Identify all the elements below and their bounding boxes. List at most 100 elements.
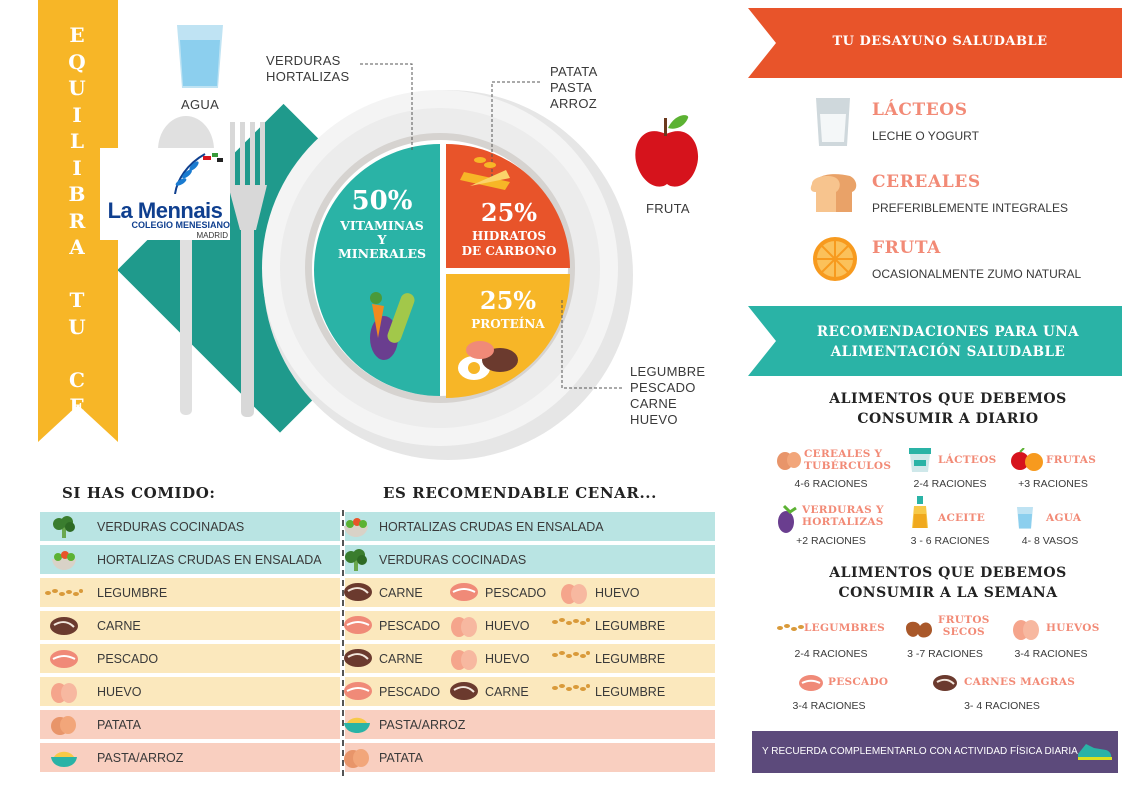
fish-icon <box>343 681 373 706</box>
row-text: PASTA/ARROZ <box>379 717 466 732</box>
food-name: SECOS <box>942 626 985 638</box>
banner-letter: C <box>69 367 85 392</box>
food-name: VERDURAS Y <box>802 504 884 516</box>
patata-label: PATATA PASTA ARROZ <box>550 64 598 111</box>
footer-text: Y RECUERDA COMPLEMENTARLO CON ACTIVIDAD … <box>762 746 1078 757</box>
food-raciones: 2-4 RACIONES <box>913 478 987 490</box>
school-logo <box>100 148 230 240</box>
table-row-left: LEGUMBRE <box>40 578 340 607</box>
banner-letter: E <box>69 394 85 418</box>
laurel-icon <box>174 153 223 194</box>
meat-icon <box>40 616 88 636</box>
food-name: PESCADO <box>828 676 889 688</box>
semana-item-legumbres: LEGUMBRES 2-4 RACIONES <box>776 616 896 664</box>
semana-item-pescado: PESCADO 3-4 RACIONES <box>793 670 908 718</box>
broccoli-icon <box>40 515 88 538</box>
banner-letter: U <box>68 314 86 339</box>
oil-bottle-icon <box>912 496 928 528</box>
vertical-ribbon <box>38 0 118 442</box>
agua-label: AGUA <box>181 97 220 112</box>
dinner-option: PASTA/ARROZ <box>344 710 466 739</box>
plate-illustration <box>118 25 699 460</box>
food-raciones: 4-6 RACIONES <box>794 478 868 490</box>
banner-letter: B <box>68 182 86 206</box>
banner-letter: A <box>69 447 85 471</box>
eggs-icon <box>1013 620 1039 640</box>
wheat-icon <box>460 157 510 190</box>
table-row-right: PESCADO CARNE LEGUMBRE <box>343 677 715 706</box>
food-name: HUEVOS <box>1046 622 1100 634</box>
row-text: LEGUMBRE <box>595 651 666 666</box>
salad-icon <box>343 516 369 543</box>
meat-icon <box>449 681 479 706</box>
row-text: LEGUMBRE <box>97 585 168 600</box>
recomendaciones-title: RECOMENDACIONES PARA UNA ALIMENTACIÓN SA… <box>816 324 1080 360</box>
verduras-label: VERDURAS HORTALIZAS <box>266 53 350 84</box>
dinner-option: CARNE <box>344 644 423 673</box>
milk-glass-icon <box>816 98 850 146</box>
table-row-right: PASTA/ARROZ <box>344 710 715 739</box>
row-text: CARNE <box>379 651 423 666</box>
dinner-option: HUEVO <box>451 644 530 673</box>
bread-icon <box>810 174 857 212</box>
diario-item-verduras: VERDURAS Y HORTALIZAS +2 RACIONES <box>776 502 896 550</box>
food-name: CEREALES Y <box>804 448 883 460</box>
diario-item-aceite: ACEITE 3 - 6 RACIONES <box>906 496 1006 550</box>
banner-letter: I <box>72 102 82 127</box>
row-text: HUEVO <box>595 585 640 600</box>
proteina-segment: 25% PROTEÍNA <box>471 286 545 331</box>
table-row-right: HORTALIZAS CRUDAS EN ENSALADA <box>344 512 715 541</box>
row-text: PESCADO <box>485 585 547 600</box>
yogurt-icon <box>909 448 931 472</box>
dinner-option: HORTALIZAS CRUDAS EN ENSALADA <box>344 512 604 541</box>
semana-title: ALIMENTOS QUE DEBEMOS CONSUMIR A LA SEMAN… <box>829 565 1067 601</box>
legumbre-label: LEGUMBRE PESCADO CARNE HUEVO <box>630 364 706 427</box>
legume-icon <box>551 681 591 699</box>
desayuno-item-sub: OCASIONALMENTE ZUMO NATURAL <box>872 267 1082 281</box>
dinner-option: LEGUMBRE <box>552 644 666 673</box>
orange-slice-icon <box>813 237 857 281</box>
table-row-left: PESCADO <box>40 644 340 673</box>
table-row-left: HUEVO <box>40 677 340 706</box>
desayuno-ribbon <box>748 8 1122 78</box>
table-row-right: CARNE HUEVO LEGUMBRE <box>344 644 715 673</box>
row-text: HUEVO <box>485 651 530 666</box>
banner-letter <box>74 340 81 367</box>
dinner-option: PESCADO <box>344 611 441 640</box>
food-raciones: 3 - 6 RACIONES <box>910 535 990 547</box>
meat-egg-icon <box>458 341 518 380</box>
egg-icon <box>559 582 589 609</box>
salad-icon <box>40 549 88 571</box>
food-name: TUBÉRCULOS <box>804 460 892 472</box>
row-text: CARNE <box>97 618 141 633</box>
row-text: VERDURAS COCINADAS <box>379 552 527 567</box>
table-row-left: PASTA/ARROZ <box>40 743 340 772</box>
right-column-title: ES RECOMENDABLE CENAR... <box>383 484 657 502</box>
row-text: LEGUMBRE <box>595 618 666 633</box>
row-text: PATATA <box>97 717 141 732</box>
desayuno-item-title: LÁCTEOS <box>872 100 968 120</box>
desayuno-item-title: CEREALES <box>872 172 981 192</box>
hidratos-segment: 25% HIDRATOS DE CARBONO <box>461 198 557 258</box>
food-name: CARNES MAGRAS <box>964 676 1076 688</box>
fish-icon <box>799 675 823 691</box>
table-row-left: HORTALIZAS CRUDAS EN ENSALADA <box>40 545 340 574</box>
banner-letter: A <box>69 235 85 259</box>
row-text: PESCADO <box>379 618 441 633</box>
broccoli-icon <box>343 549 369 576</box>
food-raciones: 3- 4 RACIONES <box>964 700 1040 712</box>
meat-icon <box>933 675 957 691</box>
row-text: LEGUMBRE <box>595 684 666 699</box>
table-row-right: VERDURAS COCINADAS <box>345 545 715 574</box>
food-raciones: 3-4 RACIONES <box>1014 648 1088 660</box>
diario-item-frutas: FRUTAS +3 RACIONES <box>1010 446 1110 494</box>
row-text: VERDURAS COCINADAS <box>97 519 245 534</box>
desayuno-item-sub: PREFERIBLEMENTE INTEGRALES <box>872 201 1069 215</box>
dinner-option: CARNE <box>450 677 529 706</box>
banner-letter: U <box>68 76 86 100</box>
row-text: HORTALIZAS CRUDAS EN ENSALADA <box>379 519 604 534</box>
legumes-icon <box>777 624 804 631</box>
recomendaciones-ribbon <box>748 306 1122 376</box>
potato-icon <box>777 452 801 470</box>
banner-letter: T <box>69 288 85 312</box>
